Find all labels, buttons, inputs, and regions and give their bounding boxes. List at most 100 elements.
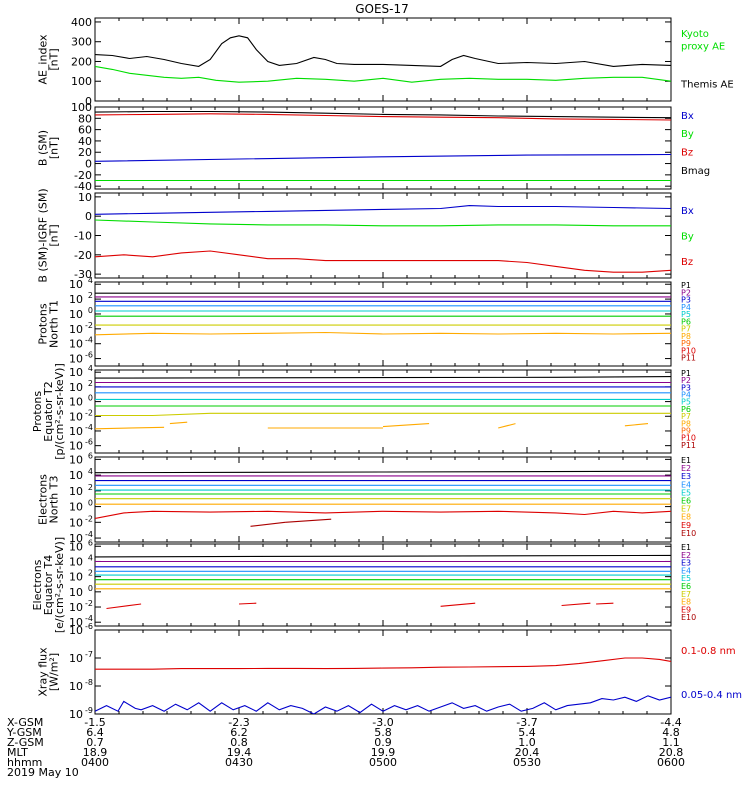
y-tick-exponent: -2 [85, 321, 93, 330]
legend-entry: P9 [681, 339, 691, 348]
x-axis-row-value: 6.2 [230, 726, 248, 739]
legend-entry: Bx [681, 206, 694, 217]
legend-entry: E8 [681, 598, 691, 607]
legend-entry: E2 [681, 551, 691, 560]
series-line-p8e [498, 423, 516, 429]
x-axis-row-value: -4.4 [660, 716, 681, 729]
y-tick-label: 10 [69, 586, 83, 599]
y-tick-exponent: -4 [85, 336, 93, 345]
x-axis-row-label: Z-GSM [7, 736, 44, 749]
legend-entry: E3 [681, 472, 691, 481]
legend-entry: E1 [681, 456, 691, 465]
legend-entry: P2 [681, 288, 691, 297]
y-axis-label: Electrons [37, 474, 50, 525]
y-tick-label: 40 [78, 135, 92, 148]
y-tick-label: -10 [74, 230, 92, 243]
legend-entry: P10 [681, 346, 696, 355]
legend-entry: proxy AE [681, 41, 725, 52]
y-tick-exponent: -6 [85, 622, 93, 631]
x-axis-row-value: 19.9 [371, 746, 396, 759]
legend-entry: P3 [681, 296, 691, 305]
y-tick-label: 10 [78, 191, 92, 204]
y-tick-label: 10 [69, 338, 83, 351]
legend-entry: Bx [681, 111, 694, 122]
legend-entry: E9 [681, 605, 691, 614]
x-axis-row-value: 20.4 [515, 746, 540, 759]
x-axis-row-label: hhmm [7, 756, 42, 769]
y-tick-label: 10 [69, 396, 83, 409]
y-axis-label: Equator T4 [42, 555, 55, 615]
y-tick-label: 10 [69, 366, 83, 379]
x-axis-row-value: 19.4 [227, 746, 252, 759]
series-line-p8b [169, 421, 188, 425]
x-axis-row-value: 0.8 [230, 736, 248, 749]
y-tick-label: 10 [69, 555, 83, 568]
x-axis-row-label: X-GSM [7, 716, 43, 729]
y-tick-exponent: -7 [85, 650, 93, 659]
y-tick-exponent: -4 [85, 423, 93, 432]
x-axis-row-value: 0500 [369, 756, 397, 769]
y-tick-exponent: 0 [88, 394, 93, 403]
y-tick-label: 10 [69, 680, 83, 693]
x-axis-row-value: 0430 [225, 756, 253, 769]
y-tick-label: 10 [69, 708, 83, 721]
legend-entry: P5 [681, 310, 691, 319]
y-tick-label: 10 [69, 308, 83, 321]
y-tick-label: 10 [69, 410, 83, 423]
figure-title: GOES-17 [355, 2, 409, 16]
legend-entry: E5 [681, 574, 691, 583]
y-tick-label: 10 [69, 425, 83, 438]
x-axis-ephemeris-table: X-GSM -1.5 -2.3 -3.0 -3.7 -4.4 Y-GSM 6.4 6.2 5.8 5… [6, 716, 685, 769]
legend-entry: P11 [681, 441, 696, 450]
y-tick-label: 10 [69, 516, 83, 529]
legend-entry: E6 [681, 497, 691, 506]
series-line-p8 [95, 331, 671, 336]
series-line-e10a [250, 521, 286, 527]
y-tick-exponent: 4 [88, 364, 93, 373]
series-line-by [95, 219, 671, 227]
legend-entry: Bmag [681, 166, 710, 177]
y-tick-exponent: -9 [85, 706, 93, 715]
legend-entry: P5 [681, 398, 691, 407]
y-tick-label: 10 [69, 652, 83, 665]
legend-entry: P6 [681, 317, 691, 326]
legend-entry: E4 [681, 480, 691, 489]
y-tick-label: 10 [69, 278, 83, 291]
y-axis-label: [nT] [48, 48, 61, 70]
y-axis-label: AE_index [37, 34, 50, 85]
legend-entry: E6 [681, 582, 691, 591]
x-axis-row-value: 0.9 [374, 736, 392, 749]
legend-entry: Bz [681, 147, 693, 158]
legend-entry: Bz [681, 257, 693, 268]
legend-entry: E7 [681, 590, 691, 599]
y-tick-label: 10 [69, 501, 83, 514]
y-tick-exponent: 4 [88, 553, 93, 562]
y-tick-label: 100 [71, 75, 92, 88]
y-tick-label: 10 [69, 353, 83, 366]
legend-entry: P8 [681, 332, 691, 341]
x-axis-row-value: 6.4 [86, 726, 104, 739]
x-axis-row-value: 0530 [513, 756, 541, 769]
panel-frame [94, 456, 672, 543]
y-tick-label: -20 [74, 169, 92, 182]
y-tick-exponent: 0 [88, 584, 93, 593]
series-line-e9a [106, 603, 142, 610]
series-line-bmag [95, 110, 671, 119]
x-axis-row-value: 4.8 [662, 726, 680, 739]
y-tick-exponent: 2 [88, 483, 93, 492]
y-tick-label: 10 [69, 624, 83, 637]
x-axis-row-label: MLT [7, 746, 28, 759]
y-axis-label: Xray flux [37, 647, 50, 697]
y-tick-exponent: -4 [85, 614, 93, 623]
x-axis-row-value: 0400 [81, 756, 109, 769]
series-line-e1 [95, 470, 671, 474]
series-line-bx [95, 153, 671, 162]
series-line-e9c [440, 602, 476, 607]
series-line-kyoto-proxy-ae [95, 65, 671, 83]
y-axis-label: Equator T2 [42, 381, 55, 441]
y-tick-label: 0 [85, 210, 92, 223]
